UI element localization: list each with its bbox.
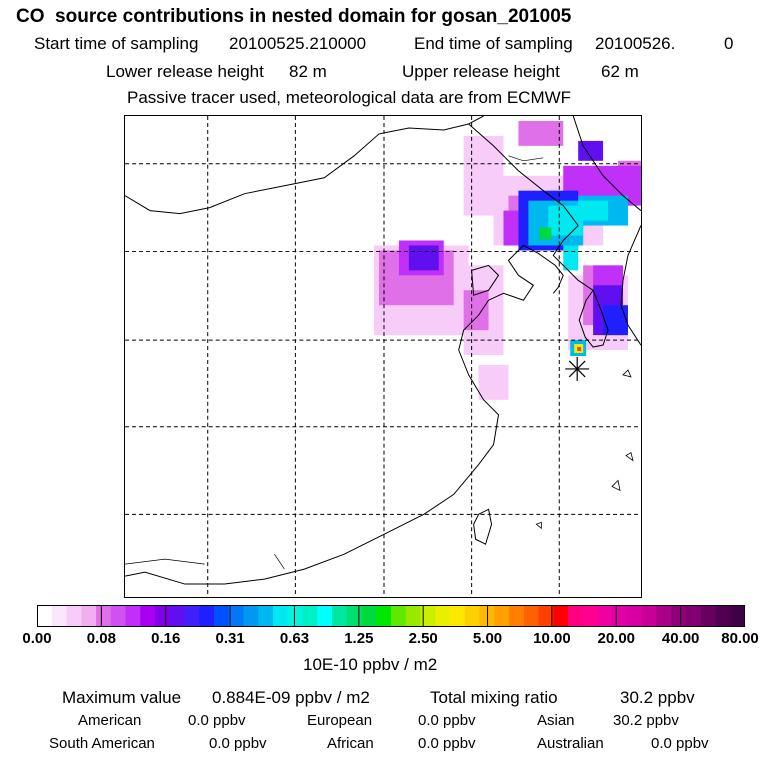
concentration-field (374, 120, 641, 400)
colorbar-swatch (582, 605, 598, 627)
colorbar-swatch (391, 605, 407, 627)
colorbar-tick-label: 40.00 (661, 630, 700, 647)
colorbar-swatch (96, 605, 112, 627)
lower-release-label: Lower release height (106, 62, 264, 81)
map-panel (124, 115, 642, 598)
colorbar-tick-label: 80.00 (721, 630, 759, 647)
colorbar-swatch (140, 605, 156, 627)
colorbar-swatch (169, 605, 185, 627)
max-value: 0.884E-09 ppbv / m2 (212, 688, 370, 707)
colorbar-units: 10E-10 ppbv / m2 (303, 655, 438, 674)
colorbar-swatch (656, 605, 672, 627)
colorbar-swatch (317, 605, 333, 627)
region-american-label: American (78, 712, 142, 729)
end-time-value-suffix: 0 (724, 34, 734, 53)
colorbar-tick-label: 20.00 (597, 630, 636, 647)
region-european-value: 0.0 ppbv (418, 712, 476, 729)
colorbar-swatch (228, 605, 244, 627)
colorbar-swatch (184, 605, 200, 627)
end-time-label: End time of sampling (414, 34, 573, 53)
coastlines (125, 116, 641, 585)
colorbar-swatch (258, 605, 274, 627)
end-time-value: 20100526. (595, 34, 676, 53)
colorbar-swatch (553, 605, 569, 627)
colorbar-swatch (450, 605, 466, 627)
colorbar-border (37, 605, 745, 627)
colorbar-swatch (700, 605, 716, 627)
colorbar-tick-label: 0.31 (215, 630, 245, 647)
colorbar-swatch (641, 605, 657, 627)
colorbar-tick-label: 0.16 (151, 630, 181, 647)
upper-release-value: 62 m (601, 62, 639, 81)
colorbar-tick-label: 0.08 (86, 630, 116, 647)
colorbar-swatch (612, 605, 628, 627)
colorbar-tick-label: 5.00 (472, 630, 503, 647)
colorbar-tick-label: 0.63 (279, 630, 310, 647)
lower-release-value: 82 m (289, 62, 327, 81)
colorbar-swatch (730, 605, 745, 627)
start-time-label: Start time of sampling (34, 34, 199, 53)
region-south-american-label: South American (49, 735, 155, 752)
region-american-value: 0.0 ppbv (188, 712, 246, 729)
colorbar-swatch (66, 605, 82, 627)
colorbar-swatch (420, 605, 436, 627)
colorbar-swatch (332, 605, 348, 627)
total-mixing-label: Total mixing ratio (430, 688, 558, 707)
colorbar-swatch (627, 605, 643, 627)
region-asian-label: Asian (537, 712, 575, 729)
islands (535, 369, 634, 530)
region-african-value: 0.0 ppbv (418, 735, 476, 752)
colorbar-swatch (405, 605, 421, 627)
colorbar-swatch (214, 605, 230, 627)
colorbar-swatch (509, 605, 525, 627)
colorbar-swatch (538, 605, 554, 627)
max-value-label: Maximum value (62, 688, 182, 707)
colorbar-swatch (568, 605, 584, 627)
receptor-star-icon (565, 356, 590, 381)
borders (125, 155, 544, 570)
colorbar-tick-label: 10.00 (533, 630, 571, 647)
colorbar-swatch (51, 605, 67, 627)
start-time-value: 20100525.210000 (229, 34, 367, 53)
region-european-label: European (307, 712, 373, 729)
colorbar-swatch (346, 605, 362, 627)
tracer-note: Passive tracer used, meteorological data… (127, 88, 572, 107)
colorbar-swatch (494, 605, 510, 627)
colorbar-swatch (287, 605, 303, 627)
map-title: CO source contributions in nested domain… (16, 6, 572, 27)
region-african-label: African (327, 735, 374, 752)
region-australian-value: 0.0 ppbv (651, 735, 709, 752)
colorbar-swatch (686, 605, 702, 627)
colorbar-swatch (155, 605, 171, 627)
lat-lon-grid (125, 116, 641, 597)
region-australian-label: Australian (537, 735, 604, 752)
colorbar-swatch (125, 605, 141, 627)
colorbar-tick-label: 1.25 (344, 630, 374, 647)
colorbar-tick-label: 2.50 (408, 630, 438, 647)
colorbar-tick-label: 0.00 (22, 630, 52, 647)
colorbar-swatch (37, 605, 53, 627)
colorbar-swatch (199, 605, 215, 627)
region-asian-value: 30.2 ppbv (613, 712, 679, 729)
colorbar-swatch (81, 605, 97, 627)
colorbar-swatch (361, 605, 377, 627)
colorbar-swatch (715, 605, 731, 627)
colorbar-swatch (671, 605, 687, 627)
colorbar (37, 605, 745, 627)
colorbar-swatch (597, 605, 613, 627)
colorbar-swatch (435, 605, 451, 627)
colorbar-swatch (376, 605, 392, 627)
colorbar-swatch (110, 605, 126, 627)
upper-release-label: Upper release height (402, 62, 560, 81)
colorbar-swatch (273, 605, 289, 627)
colorbar-swatch (464, 605, 480, 627)
colorbar-swatch (243, 605, 259, 627)
colorbar-swatch (523, 605, 539, 627)
total-mixing-value: 30.2 ppbv (620, 688, 695, 707)
region-south-american-value: 0.0 ppbv (209, 735, 267, 752)
colorbar-swatch (302, 605, 318, 627)
